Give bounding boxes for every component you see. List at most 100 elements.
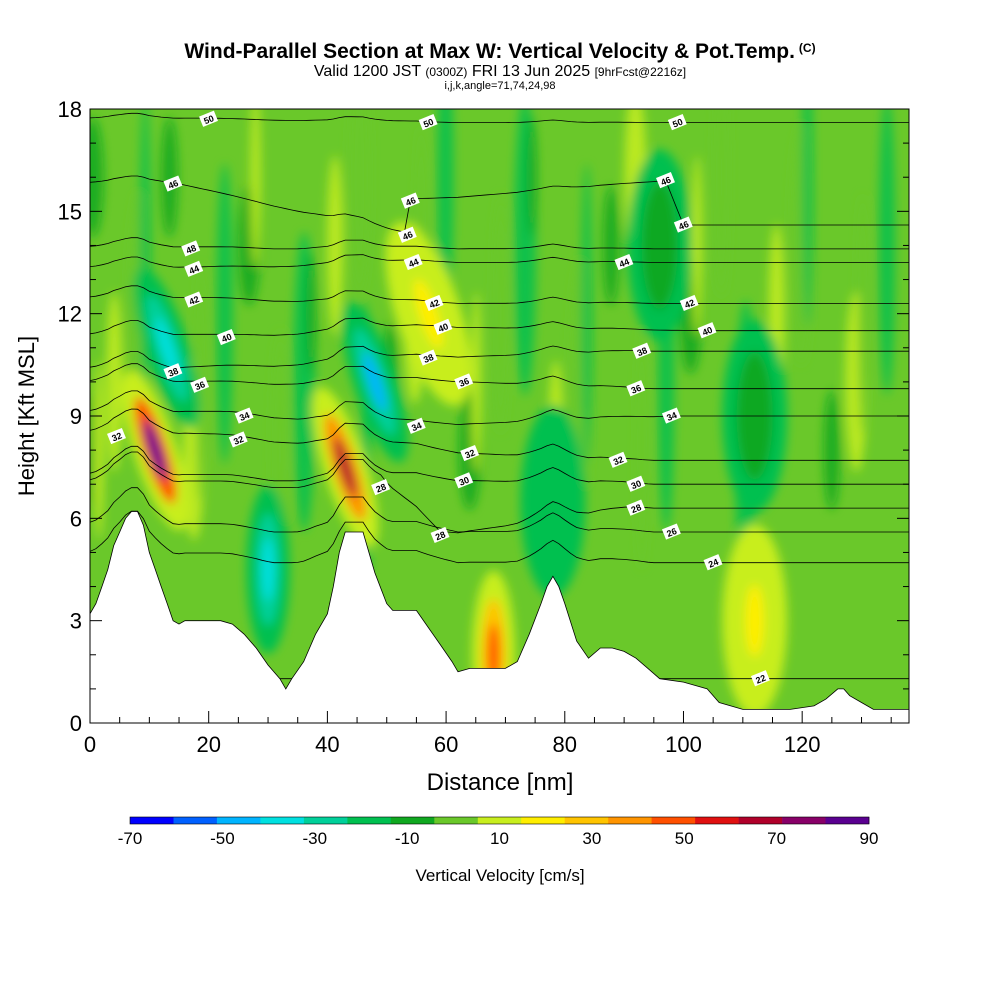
theta-contour-label: 38 <box>632 342 652 359</box>
colorbar-swatch <box>434 817 479 824</box>
svg-text:32: 32 <box>232 434 245 447</box>
theta-contour-line <box>90 345 909 369</box>
terrain-mask <box>90 511 909 723</box>
colorbar-tick-label: -50 <box>210 829 235 848</box>
velocity-cell <box>246 485 290 654</box>
y-axis-label: Height [Kft MSL] <box>14 336 39 496</box>
theta-contour-line <box>90 175 909 233</box>
colorbar-swatch <box>738 817 783 824</box>
x-axis-label: Distance [nm] <box>427 769 574 796</box>
valid-utc: (0300Z) <box>425 65 468 79</box>
terrain <box>90 511 909 723</box>
theta-contour-label: 28 <box>430 526 450 544</box>
theta-contour-label: 48 <box>181 240 201 257</box>
svg-text:32: 32 <box>612 454 625 467</box>
svg-text:22: 22 <box>754 673 767 686</box>
theta-contour-line <box>90 408 909 461</box>
theta-contour-line <box>90 254 909 268</box>
theta-contour-label: 36 <box>626 380 646 397</box>
theta-contour-label: 42 <box>679 294 699 312</box>
valid-date: FRI 13 Jun 2025 <box>471 63 591 80</box>
svg-text:50: 50 <box>671 117 684 130</box>
grid-indices: i,j,k,angle=71,74,24,98 <box>444 80 556 92</box>
field-streak <box>250 109 261 268</box>
y-tick-label: 3 <box>70 609 82 634</box>
chart-title-block: Wind-Parallel Section at Max W: Vertical… <box>0 36 1000 92</box>
field-streak <box>327 155 344 336</box>
y-tick-label: 9 <box>70 404 82 429</box>
svg-text:28: 28 <box>374 482 387 495</box>
theta-contour-label: 50 <box>667 114 687 131</box>
svg-text:44: 44 <box>407 256 420 269</box>
x-tick-label: 120 <box>784 732 821 757</box>
colorbar-tick-label: 10 <box>490 829 509 848</box>
field-streak <box>581 163 592 464</box>
contour-labels: 50 50 50 46 46 46 48 46 46 44 44 44 42 42 42 40 40 40 38 38… <box>107 110 770 687</box>
svg-text:28: 28 <box>630 502 643 515</box>
valid-time: Valid 1200 JST <box>313 63 421 80</box>
theta-contour-label: 34 <box>234 407 254 424</box>
svg-text:44: 44 <box>188 263 201 276</box>
field-streak <box>713 109 730 298</box>
svg-text:24: 24 <box>707 557 720 570</box>
theta-contour-line <box>90 451 909 534</box>
svg-text:38: 38 <box>636 345 649 358</box>
theta-contour-label: 46 <box>163 175 183 192</box>
colorbar-swatch <box>477 817 522 824</box>
svg-text:40: 40 <box>701 325 714 338</box>
theta-contour-line <box>90 285 909 304</box>
colorbar-swatch <box>347 817 392 824</box>
field-streak <box>348 109 371 298</box>
theta-contour-label: 46 <box>400 192 420 209</box>
theta-contour-label: 30 <box>626 475 646 492</box>
svg-text:50: 50 <box>422 117 435 130</box>
colorbar-swatch <box>260 817 305 824</box>
colorbar-label: Vertical Velocity [cm/s] <box>415 866 584 885</box>
colorbar-tick-label: 50 <box>675 829 694 848</box>
svg-text:46: 46 <box>677 219 690 232</box>
svg-text:30: 30 <box>458 475 471 488</box>
x-tick-label: 40 <box>315 732 339 757</box>
colorbar-tick-label: -30 <box>302 829 327 848</box>
theta-contour-label: 22 <box>750 670 770 687</box>
svg-text:42: 42 <box>188 294 201 307</box>
colorbar-tick-label: 70 <box>767 829 786 848</box>
field-streak <box>305 253 316 374</box>
colorbar: -70 -50 -30 -10 10 30 50 70 90 <box>118 816 879 848</box>
colorbar-tick-label: -70 <box>118 829 143 848</box>
colorbar-tick-label: 30 <box>582 829 601 848</box>
svg-text:46: 46 <box>404 195 417 208</box>
colorbar-swatch <box>782 817 826 824</box>
svg-text:50: 50 <box>202 113 215 126</box>
colorbar-swatch <box>303 817 348 824</box>
theta-contour-label: 34 <box>406 417 426 434</box>
forecast-info: [9hrFcst@2216z] <box>594 65 687 79</box>
theta-contour-label: 28 <box>626 499 646 516</box>
svg-text:26: 26 <box>665 526 678 539</box>
field-features <box>90 109 896 723</box>
y-tick-label: 18 <box>58 97 82 122</box>
y-tick-label: 12 <box>58 302 82 327</box>
svg-text:34: 34 <box>238 410 251 423</box>
velocity-cell <box>722 524 788 717</box>
theta-contour-label: 40 <box>216 328 236 346</box>
y-tick-label: 6 <box>70 506 82 531</box>
x-tick-label: 80 <box>553 732 577 757</box>
theta-contour-label: 32 <box>228 431 248 448</box>
svg-text:28: 28 <box>434 529 447 542</box>
svg-text:34: 34 <box>665 410 678 423</box>
svg-text:36: 36 <box>458 376 471 389</box>
colorbar-swatch <box>173 817 218 824</box>
colorbar-swatch <box>695 817 739 824</box>
colorbar-tick-label: 90 <box>860 829 879 848</box>
theta-contour-label: 32 <box>107 427 126 445</box>
svg-text:40: 40 <box>220 331 233 344</box>
theta-contour-label: 38 <box>163 363 183 380</box>
theta-contour-label: 36 <box>190 376 210 393</box>
field-streak <box>823 390 840 511</box>
svg-text:38: 38 <box>422 352 435 365</box>
theta-contour-label: 36 <box>454 373 474 390</box>
theta-contour-label: 32 <box>608 451 628 468</box>
